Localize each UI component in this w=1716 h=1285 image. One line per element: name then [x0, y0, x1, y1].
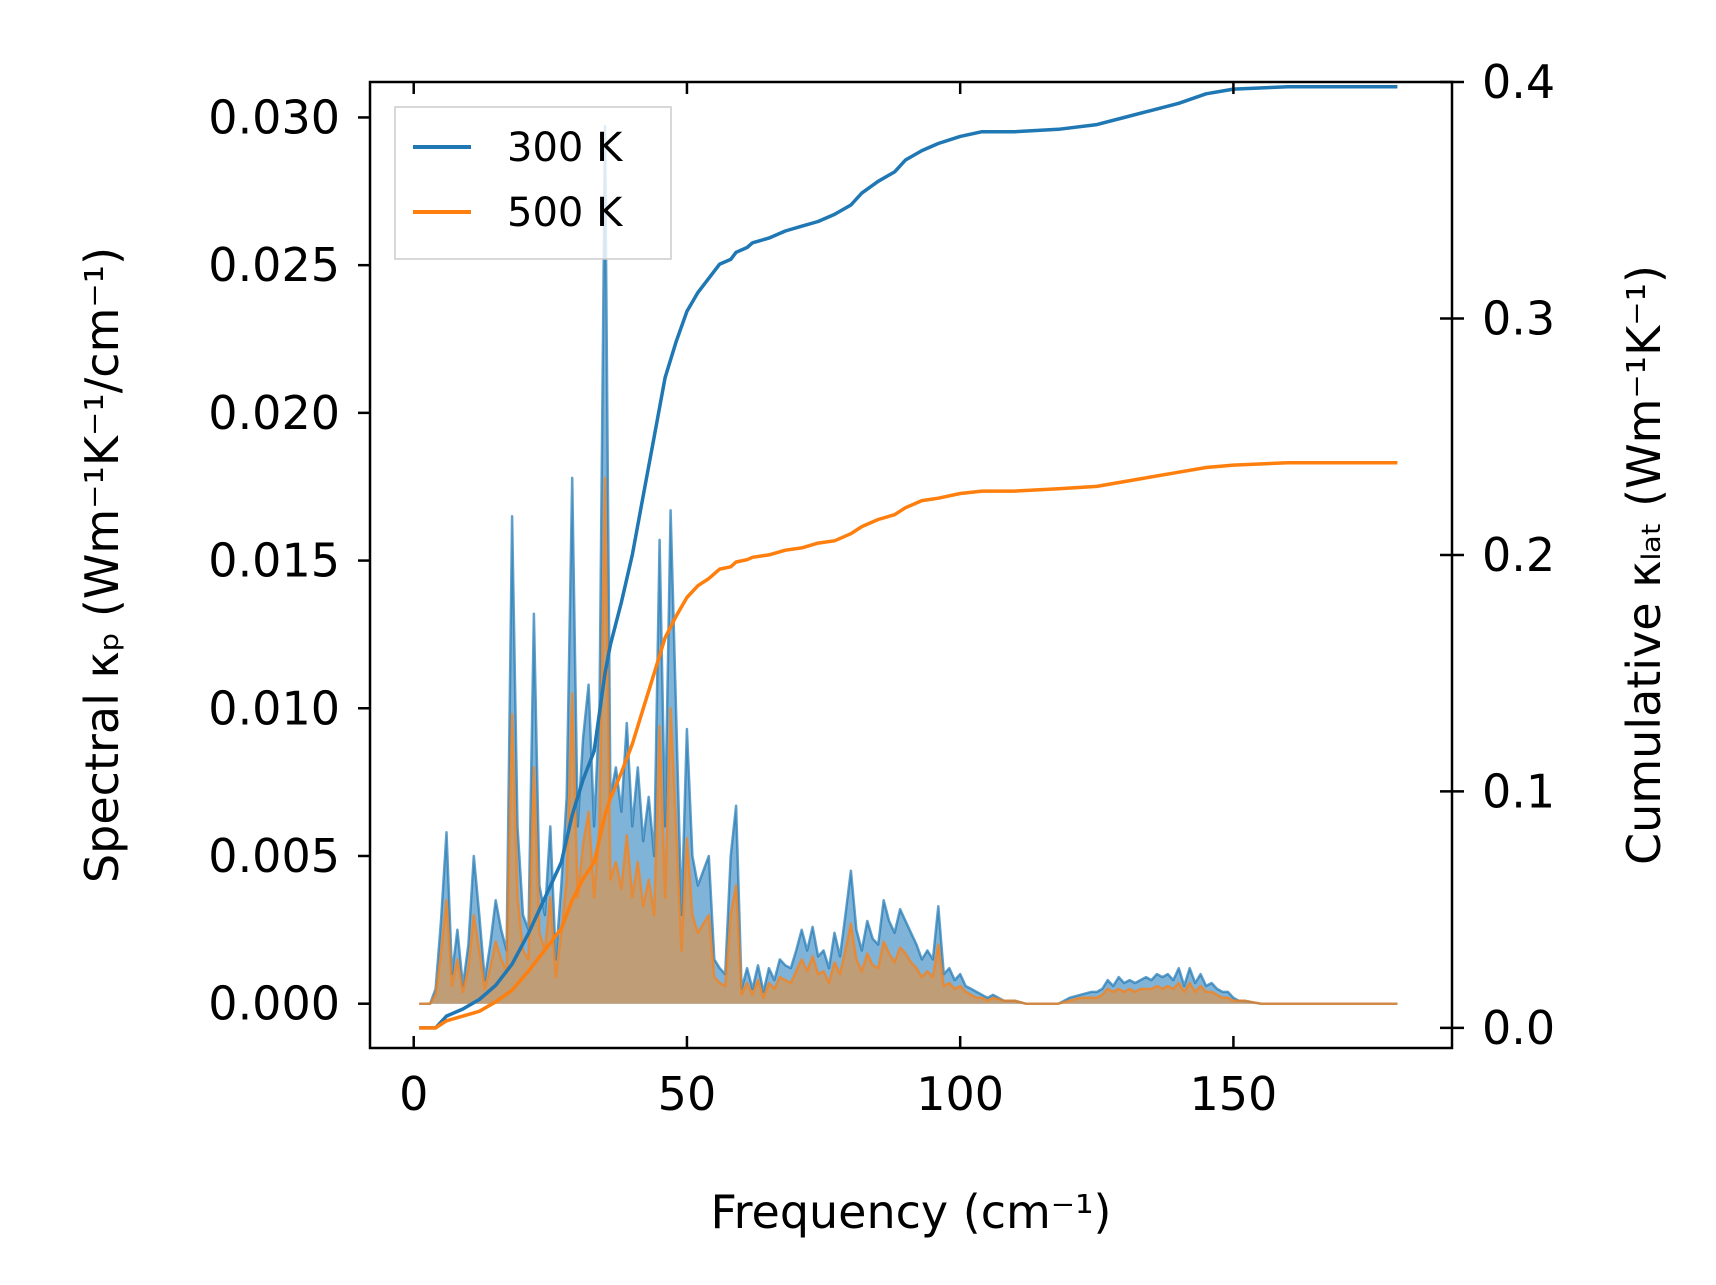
y-right-axis-label: Cumulative κₗₐₜ (Wm⁻¹K⁻¹) — [1617, 265, 1671, 865]
x-tick-label: 100 — [916, 1067, 1004, 1121]
cumulative-lines — [419, 84, 1398, 1030]
legend-label-500k: 500 K — [507, 190, 624, 236]
y-right-tick-label: 0.3 — [1482, 291, 1555, 345]
legend-label-300k: 300 K — [507, 125, 624, 171]
y-right-tick-label: 0.0 — [1482, 1001, 1555, 1055]
y-right-axis-ticks: 0.0 0.1 0.2 0.3 0.4 — [1440, 55, 1555, 1055]
cumulative-line-500k — [419, 460, 1398, 1030]
x-axis-label: Frequency (cm⁻¹) — [711, 1185, 1112, 1239]
x-tick-label: 50 — [658, 1067, 717, 1121]
y-left-tick-label: 0.000 — [208, 977, 340, 1031]
y-left-tick-label: 0.015 — [208, 534, 340, 588]
spectral-line-300k — [419, 125, 1398, 1005]
x-tick-label: 150 — [1190, 1067, 1278, 1121]
y-right-tick-label: 0.1 — [1482, 764, 1555, 818]
x-tick-label: 0 — [399, 1067, 428, 1121]
y-right-tick-label: 0.2 — [1482, 528, 1555, 582]
y-left-tick-label: 0.005 — [208, 829, 340, 883]
y-right-tick-label: 0.4 — [1482, 55, 1555, 109]
y-left-axis-ticks: 0.000 0.005 0.010 0.015 0.020 0.025 0.030 — [208, 90, 370, 1031]
x-axis-ticks: 0 50 100 150 — [399, 82, 1277, 1121]
legend: 300 K 500 K — [394, 106, 672, 260]
spectral-line-500k — [419, 476, 1398, 1005]
y-left-tick-label: 0.030 — [208, 90, 340, 144]
y-left-tick-label: 0.025 — [208, 238, 340, 292]
y-left-tick-label: 0.010 — [208, 681, 340, 735]
cumulative-line-300k — [419, 84, 1398, 1030]
y-left-axis-label: Spectral κₚ (Wm⁻¹K⁻¹/cm⁻¹) — [75, 247, 129, 883]
y-left-tick-label: 0.020 — [208, 386, 340, 440]
legend-box — [394, 106, 672, 260]
spectral-lines — [419, 125, 1398, 1005]
plot-frame — [368, 80, 1454, 1050]
